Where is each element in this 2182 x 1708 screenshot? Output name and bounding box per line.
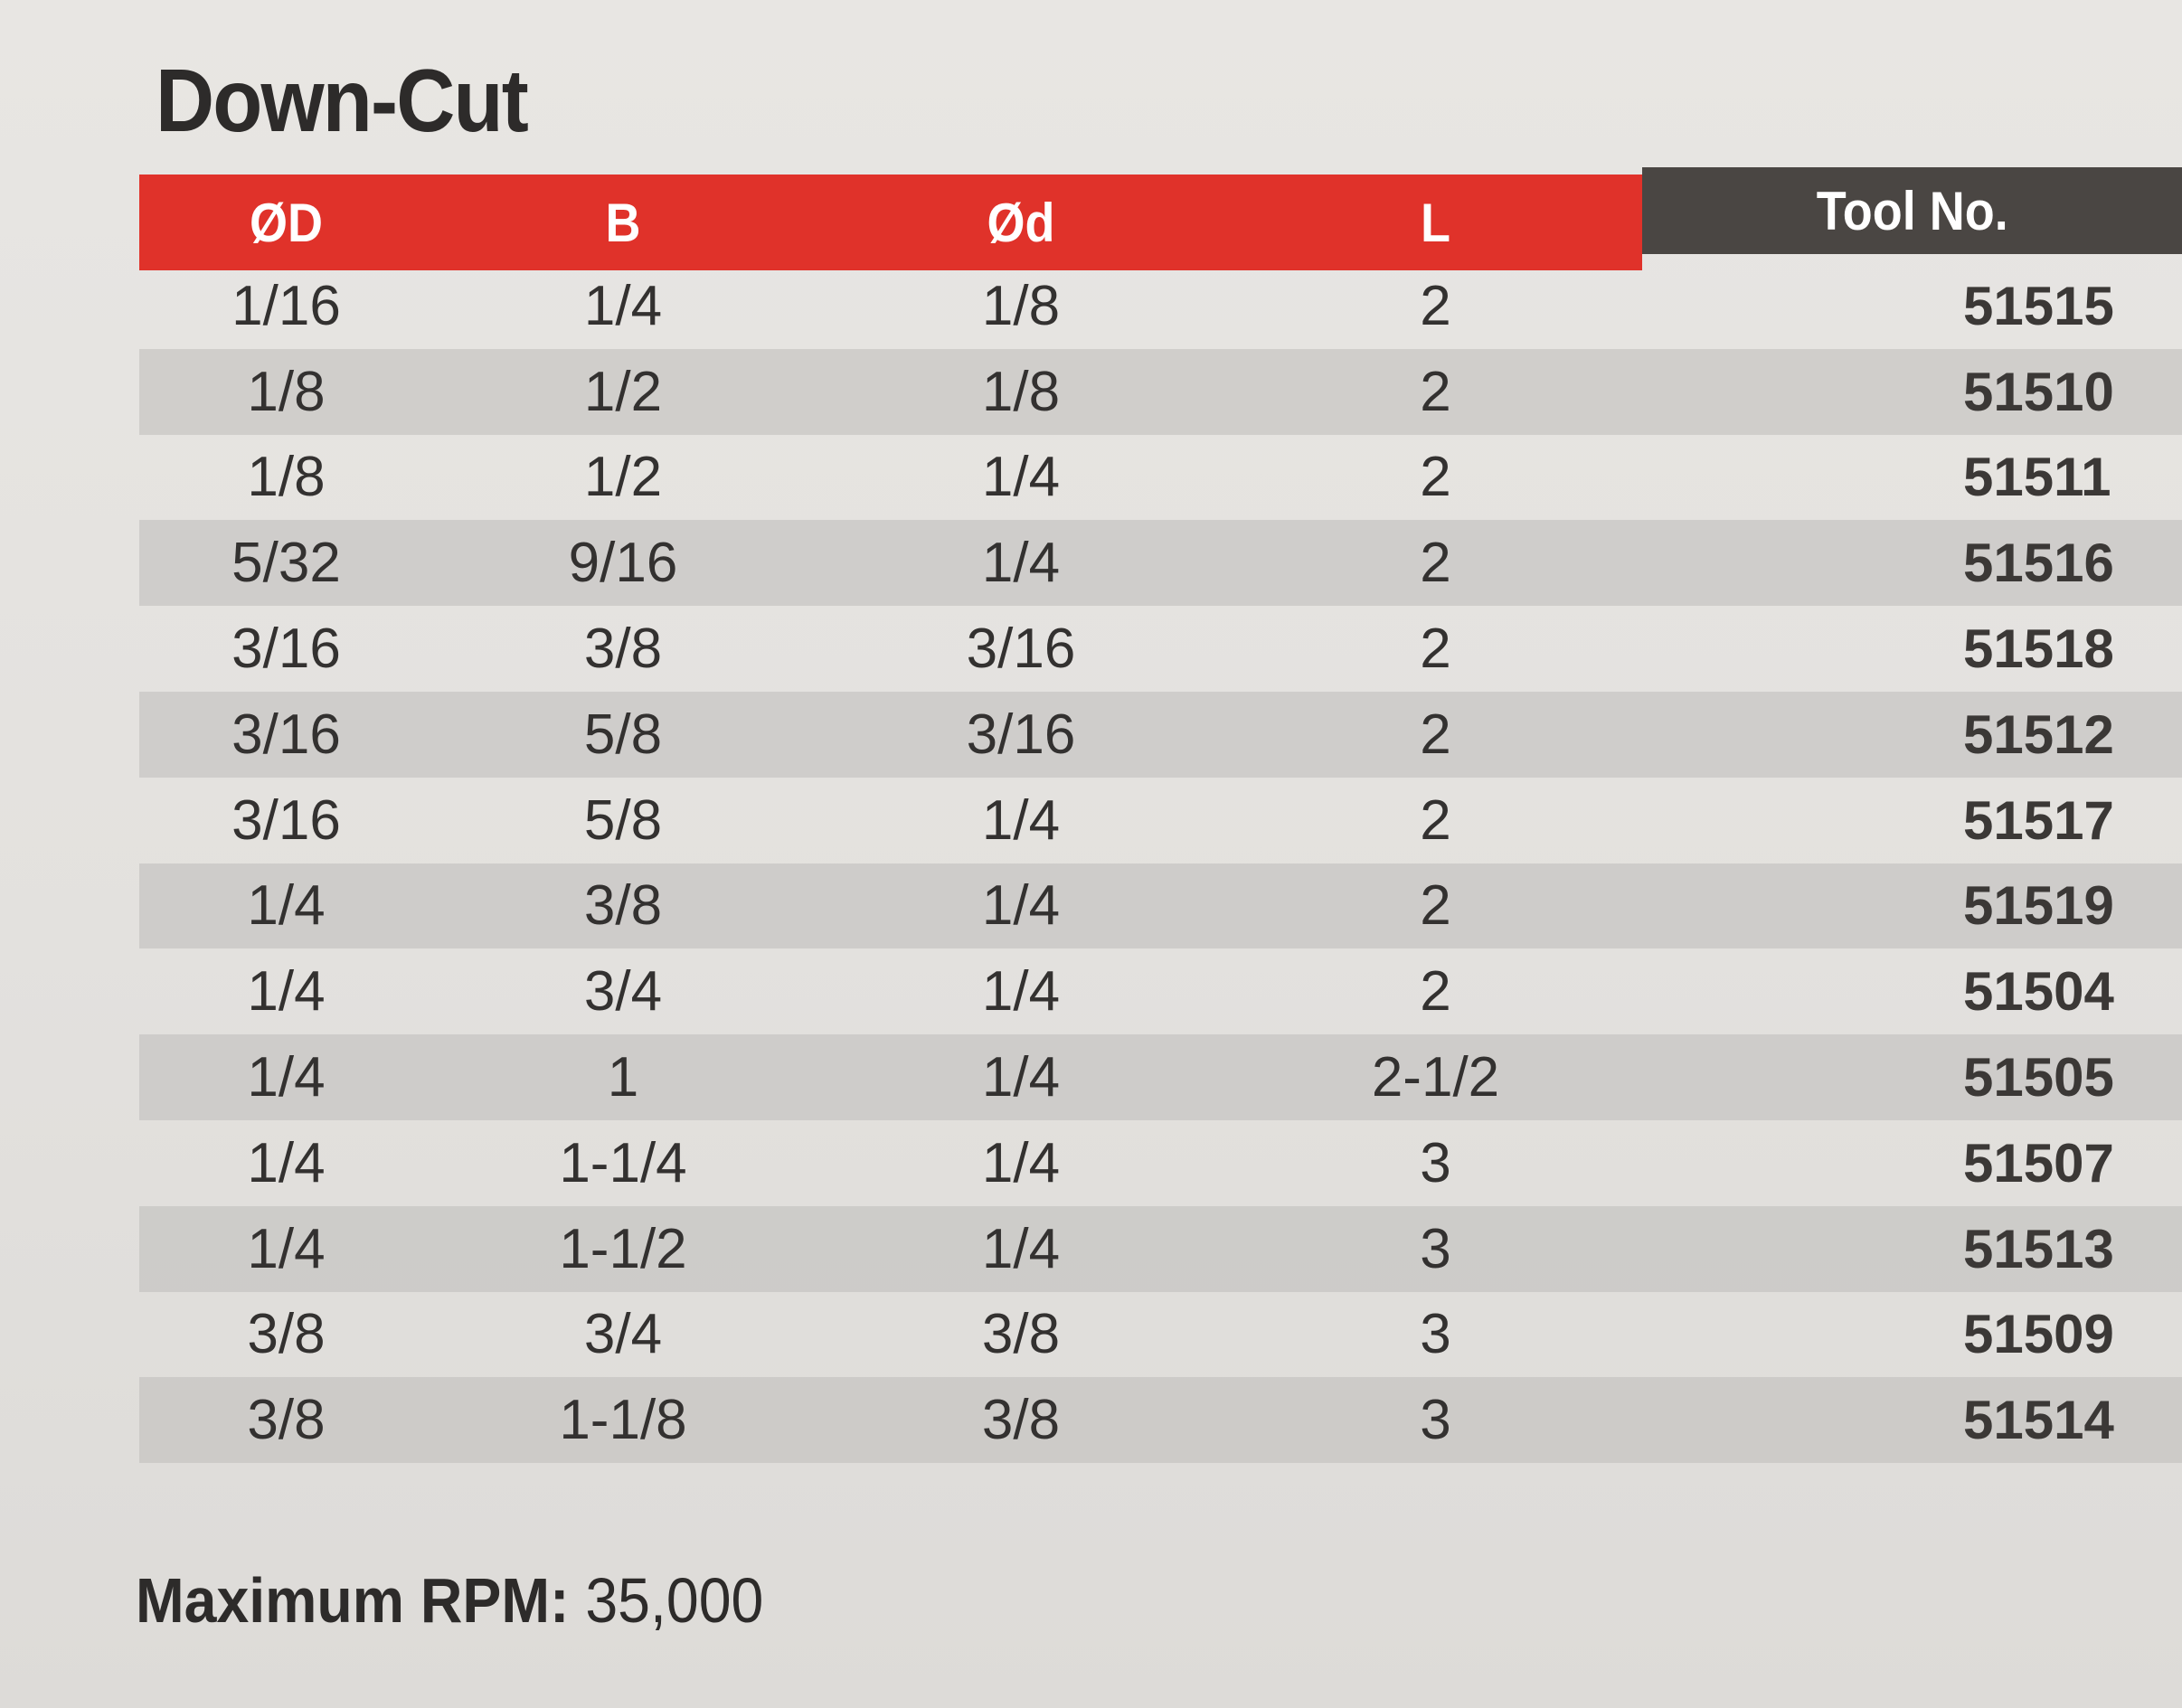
- cell-tool-number: 51505: [1963, 1047, 2114, 1109]
- cell-blade-length: 9/16: [568, 532, 678, 595]
- header-red-band: ØD B Ød L: [139, 175, 1642, 270]
- table-row: 1/4 1 1/4 2-1/2 51505: [139, 1034, 2182, 1120]
- cell-shank-diameter: 1/4: [981, 1046, 1061, 1109]
- cell-shank-diameter: 1/8: [981, 274, 1061, 337]
- header-blade-length: B: [605, 192, 641, 253]
- cell-overall-length: 2: [1420, 446, 1451, 509]
- cell-tool-number: 51509: [1963, 1304, 2114, 1365]
- cell-tool-number: 51513: [1963, 1218, 2114, 1279]
- cell-tool-number: 51514: [1963, 1390, 2114, 1451]
- cell-overall-length: 2: [1420, 618, 1451, 681]
- cell-cutting-diameter: 3/16: [231, 618, 341, 681]
- table-row: 1/4 3/4 1/4 2 51504: [139, 948, 2182, 1034]
- cell-tool-number: 51516: [1963, 533, 2114, 594]
- cell-cutting-diameter: 1/4: [247, 1046, 326, 1109]
- cell-overall-length: 3: [1420, 1389, 1451, 1452]
- cell-shank-diameter: 3/8: [981, 1389, 1061, 1452]
- cell-cutting-diameter: 1/8: [247, 360, 326, 423]
- table-header: ØD B Ød L Tool No.: [139, 167, 2182, 270]
- cell-tool-number: 51519: [1963, 875, 2114, 937]
- header-cutting-diameter: ØD: [250, 192, 323, 253]
- cell-cutting-diameter: 1/4: [247, 874, 326, 938]
- max-rpm-label: Maximum RPM:: [136, 1565, 570, 1636]
- table-row: 5/32 9/16 1/4 2 51516: [139, 520, 2182, 607]
- cell-cutting-diameter: 3/16: [231, 788, 341, 852]
- cell-shank-diameter: 1/4: [981, 1217, 1061, 1280]
- cell-tool-number: 51511: [1963, 447, 2111, 508]
- header-shank-diameter: Ød: [987, 192, 1055, 253]
- table-row: 1/4 1-1/2 1/4 3 51513: [139, 1205, 2182, 1292]
- tool-spec-table: ØD B Ød L Tool No. 1/16 1/4 1/8 2 51515 1/8 1/…: [139, 167, 2182, 1464]
- max-rpm-note: Maximum RPM: 35,000: [136, 1564, 763, 1637]
- cell-blade-length: 3/8: [583, 618, 663, 681]
- cell-cutting-diameter: 3/16: [231, 703, 341, 766]
- table-row: 3/16 5/8 1/4 2 51517: [139, 778, 2182, 863]
- cell-cutting-diameter: 5/32: [231, 532, 341, 595]
- cell-shank-diameter: 1/4: [981, 788, 1061, 852]
- max-rpm-value: 35,000: [569, 1565, 764, 1636]
- cell-cutting-diameter: 1/8: [247, 446, 326, 509]
- cell-tool-number: 51515: [1963, 275, 2114, 336]
- header-overall-length: L: [1421, 192, 1450, 253]
- table-row: 3/16 5/8 3/16 2 51512: [139, 691, 2182, 778]
- section-title: Down-Cut: [156, 51, 529, 150]
- table-row: 3/8 1-1/8 3/8 3 51514: [139, 1377, 2182, 1464]
- table-row: 1/8 1/2 1/8 2 51510: [139, 348, 2182, 435]
- cell-cutting-diameter: 3/8: [247, 1303, 326, 1366]
- cell-blade-length: 1/4: [583, 274, 663, 337]
- cell-blade-length: 5/8: [583, 788, 663, 852]
- cell-blade-length: 3/8: [583, 874, 663, 938]
- cell-shank-diameter: 3/16: [966, 618, 1076, 681]
- cell-cutting-diameter: 3/8: [247, 1389, 326, 1452]
- table-row: 1/4 3/8 1/4 2 51519: [139, 863, 2182, 949]
- table-row: 1/4 1-1/4 1/4 3 51507: [139, 1120, 2182, 1206]
- cell-cutting-diameter: 1/16: [231, 274, 341, 337]
- cell-overall-length: 2: [1420, 788, 1451, 852]
- cell-blade-length: 1-1/2: [559, 1217, 687, 1280]
- cell-blade-length: 5/8: [583, 703, 663, 766]
- cell-tool-number: 51518: [1963, 618, 2114, 680]
- cell-blade-length: 1-1/4: [559, 1131, 687, 1194]
- cell-overall-length: 3: [1420, 1303, 1451, 1366]
- cell-overall-length: 2: [1420, 274, 1451, 337]
- cell-tool-number: 51507: [1963, 1132, 2114, 1194]
- cell-overall-length: 2-1/2: [1371, 1046, 1500, 1109]
- cell-cutting-diameter: 1/4: [247, 960, 326, 1024]
- cell-blade-length: 1/2: [583, 360, 663, 423]
- cell-overall-length: 2: [1420, 874, 1451, 938]
- cell-overall-length: 2: [1420, 360, 1451, 423]
- cell-overall-length: 2: [1420, 532, 1451, 595]
- cell-shank-diameter: 3/8: [981, 1303, 1061, 1366]
- cell-shank-diameter: 1/4: [981, 446, 1061, 509]
- cell-blade-length: 3/4: [583, 960, 663, 1024]
- cell-shank-diameter: 1/4: [981, 874, 1061, 938]
- cell-blade-length: 1/2: [583, 446, 663, 509]
- cell-blade-length: 1-1/8: [559, 1389, 687, 1452]
- cell-shank-diameter: 1/8: [981, 360, 1061, 423]
- cell-cutting-diameter: 1/4: [247, 1131, 326, 1194]
- table-row: 3/16 3/8 3/16 2 51518: [139, 606, 2182, 692]
- cell-shank-diameter: 3/16: [966, 703, 1076, 766]
- table-row: 3/8 3/4 3/8 3 51509: [139, 1292, 2182, 1378]
- header-dark-band: Tool No.: [1642, 167, 2182, 254]
- cell-blade-length: 3/4: [583, 1303, 663, 1366]
- cell-overall-length: 3: [1420, 1217, 1451, 1280]
- cell-shank-diameter: 1/4: [981, 532, 1061, 595]
- cell-shank-diameter: 1/4: [981, 1131, 1061, 1194]
- cell-cutting-diameter: 1/4: [247, 1217, 326, 1280]
- cell-overall-length: 2: [1420, 703, 1451, 766]
- header-tool-number: Tool No.: [1816, 180, 2008, 241]
- cell-tool-number: 51504: [1963, 961, 2114, 1023]
- cell-shank-diameter: 1/4: [981, 960, 1061, 1024]
- table-body: 1/16 1/4 1/8 2 51515 1/8 1/2 1/8 2 51510 1/8 1/2 1/4…: [139, 263, 2182, 1464]
- table-row: 1/8 1/2 1/4 2 51511: [139, 435, 2182, 521]
- cell-tool-number: 51512: [1963, 703, 2114, 765]
- cell-overall-length: 3: [1420, 1131, 1451, 1194]
- cell-overall-length: 2: [1420, 960, 1451, 1024]
- cell-tool-number: 51510: [1963, 361, 2114, 422]
- cell-tool-number: 51517: [1963, 789, 2114, 851]
- table-row: 1/16 1/4 1/8 2 51515: [139, 263, 2182, 349]
- cell-blade-length: 1: [607, 1046, 639, 1109]
